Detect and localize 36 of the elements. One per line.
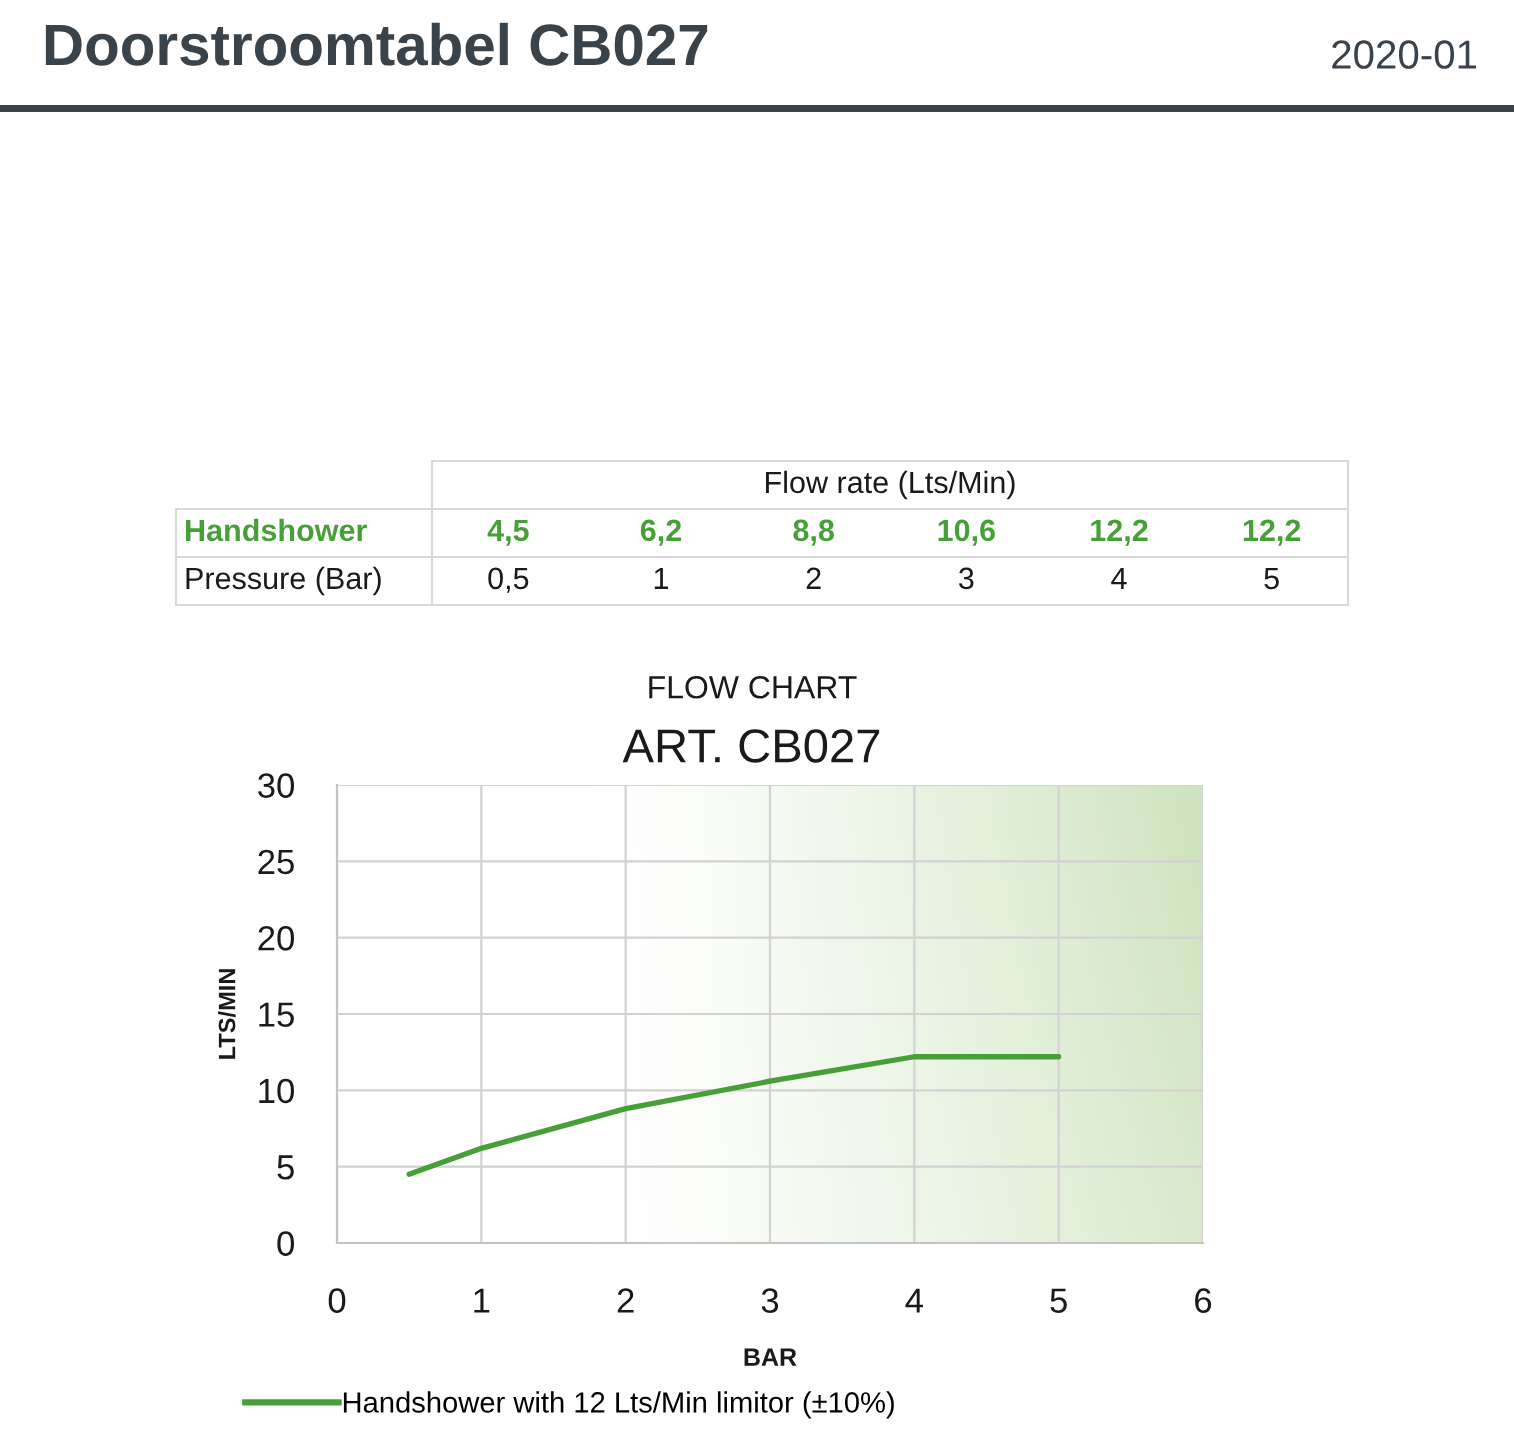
x-tick-label: 5 [1050,1288,1067,1313]
y-tick-label: 15 [259,1002,294,1027]
text: ART. CB027 [622,729,880,763]
x-tick-label: 4 [905,1288,923,1313]
y-tick-label: 0 [277,1231,294,1256]
x-axis-title: BAR [744,1348,797,1366]
y-tick-label: 10 [259,1078,294,1104]
text: 2020-01 [1332,40,1477,69]
text: 5 [1264,567,1279,590]
text: 2 [806,567,821,589]
y-tick-label: 20 [258,926,294,951]
y-axis-title: LTS/MIN [218,969,236,1059]
text: Flow rate (Lts/Min) [766,470,1015,500]
text: 10,6 [938,519,995,546]
text: 3 [959,567,974,590]
y-tick-label: 30 [258,773,294,798]
text: 12,2 [1243,519,1301,546]
text: Handshower [186,518,367,542]
text: 0,5 [488,567,529,593]
text: 4,5 [487,519,529,546]
legend-label: Handshower with 12 Lts/Min limitor (±10%) [343,1391,894,1419]
text: 6,2 [640,519,682,546]
text: Pressure (Bar) [186,566,381,596]
text: 1 [654,567,669,589]
x-tick-label: 0 [328,1288,346,1313]
y-tick-label: 5 [277,1155,294,1180]
text: 8,8 [793,519,834,546]
x-tick-label: 1 [474,1288,490,1313]
y-tick-label: 25 [258,849,294,875]
chart-subtitle: FLOW CHART [649,675,857,699]
x-tick-label: 6 [1195,1288,1212,1313]
text: 12,2 [1091,519,1148,546]
x-tick-label: 3 [761,1288,779,1313]
chart-title: Doorstroomtabel CB027 [45,22,708,66]
text: 4 [1111,567,1127,589]
x-tick-label: 2 [617,1288,634,1313]
